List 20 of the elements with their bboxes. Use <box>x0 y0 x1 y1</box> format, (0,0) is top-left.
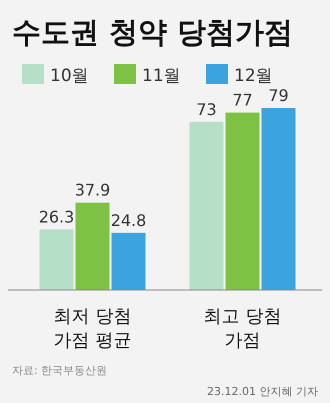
data-label: 26.3 <box>38 207 74 226</box>
bar <box>76 202 110 290</box>
data-label: 24.8 <box>110 210 146 230</box>
data-label: 37.9 <box>74 180 110 200</box>
x-tick-label: 최고 당첨 가점 <box>204 306 282 351</box>
data-label: 77 <box>232 90 253 110</box>
legend-label: 10월 <box>50 66 89 86</box>
bar <box>112 232 146 290</box>
text: 자료: 한국부동산원 <box>12 364 108 377</box>
legend-label: 11월 <box>142 66 181 86</box>
bar <box>190 122 224 290</box>
bar <box>262 108 296 290</box>
bar <box>40 229 74 290</box>
bar <box>226 112 260 290</box>
data-label: 73 <box>196 100 217 119</box>
x-tick-label: 최저 당첨 가점 평균 <box>54 306 132 351</box>
legend-label: 12월 <box>234 66 273 86</box>
text: 23.12.01 안지혜 기자 <box>207 385 318 398</box>
data-label: 79 <box>268 86 289 105</box>
chart-title: 수도권 청약 당첨가점 <box>12 15 294 49</box>
